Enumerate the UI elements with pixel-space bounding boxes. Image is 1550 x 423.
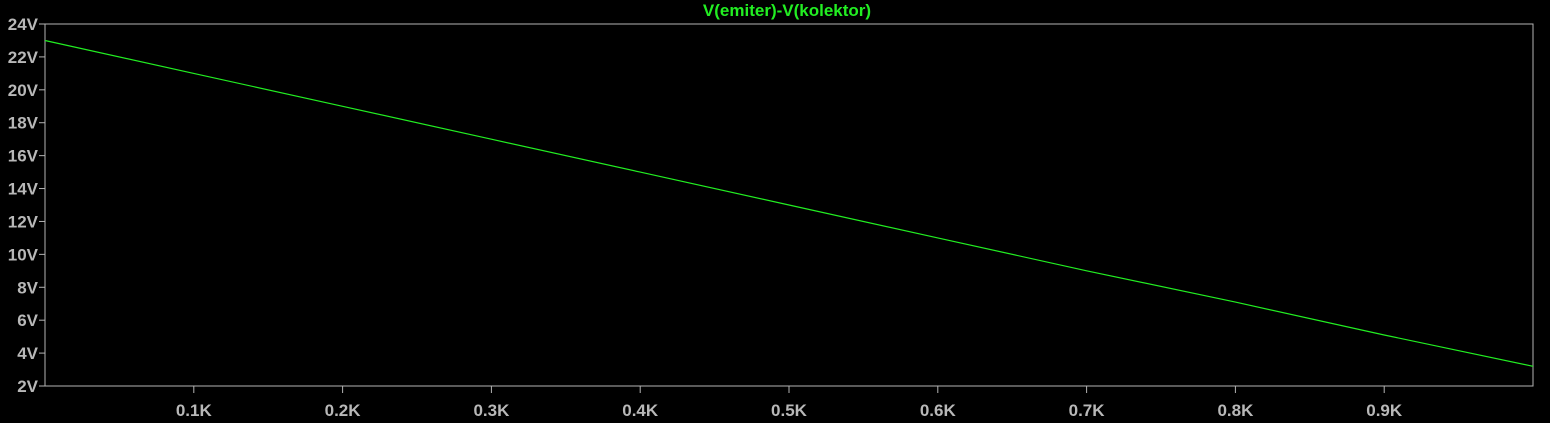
x-tick-label: 0.8K <box>1217 401 1254 420</box>
series-line <box>44 39 1534 367</box>
y-tick-label: 6V <box>17 311 38 330</box>
y-tick-label: 22V <box>8 48 39 67</box>
y-tick-label: 16V <box>8 147 39 166</box>
y-tick-label: 2V <box>17 377 38 396</box>
x-tick-label: 0.1K <box>176 401 213 420</box>
x-axis-ticks: 0.1K 0.2K 0.3K 0.4K 0.5K 0.6K 0.7K 0.8K 0.9K <box>176 386 1403 420</box>
y-tick-label: 8V <box>17 278 38 297</box>
y-tick-label: 14V <box>8 180 39 199</box>
series-group <box>44 39 1534 367</box>
x-tick-label: 0.4K <box>622 401 659 420</box>
y-axis-ticks: 24V 22V 20V 18V 16V 14V 12V 10V 8V 6V 4V 2V <box>8 15 45 396</box>
plot-frame <box>44 23 1534 387</box>
y-tick-label: 12V <box>8 212 39 231</box>
y-tick-label: 10V <box>8 245 39 264</box>
x-tick-label: 0.2K <box>325 401 362 420</box>
y-tick-label: 18V <box>8 114 39 133</box>
x-tick-label: 0.9K <box>1366 401 1403 420</box>
x-tick-label: 0.7K <box>1069 401 1106 420</box>
y-tick-label: 24V <box>8 15 39 34</box>
x-tick-label: 0.6K <box>920 401 957 420</box>
y-tick-label: 4V <box>17 344 38 363</box>
x-tick-label: 0.3K <box>473 401 510 420</box>
x-tick-label: 0.5K <box>771 401 808 420</box>
chart-title[interactable]: V(emiter)-V(kolektor) <box>703 1 871 20</box>
y-tick-label: 20V <box>8 81 39 100</box>
